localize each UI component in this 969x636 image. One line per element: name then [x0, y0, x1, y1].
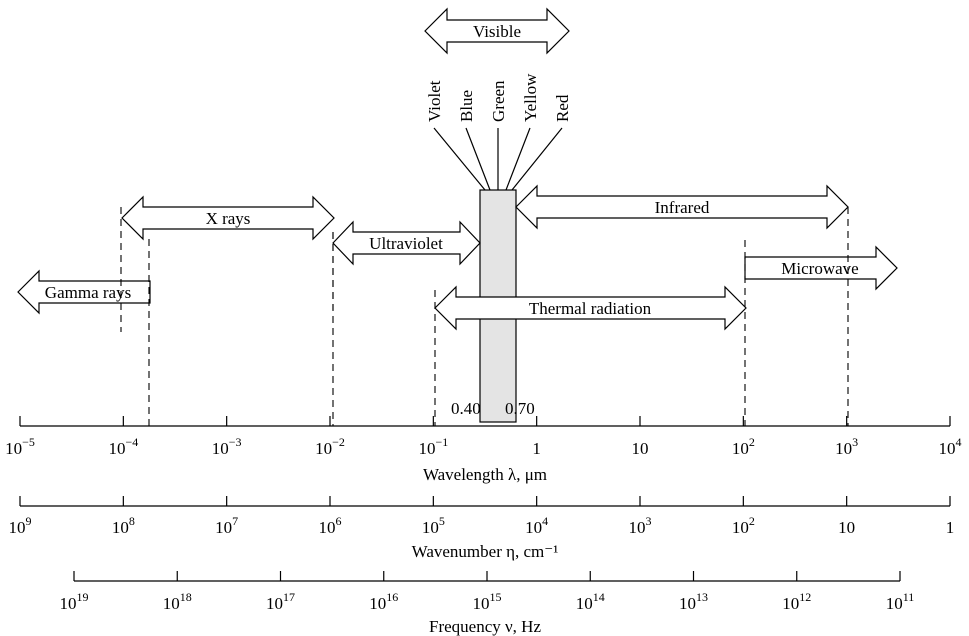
- wavenumber-tick-label: 10: [838, 518, 855, 537]
- color-label-yellow: Yellow: [521, 73, 540, 122]
- wavelength-tick-label: 10: [632, 439, 649, 458]
- frequency-tick-label: 1015: [473, 590, 502, 613]
- color-label-violet: Violet: [425, 80, 444, 122]
- x-rays-double-arrow: [121, 195, 335, 241]
- visible-edge-0-40: 0.40: [451, 399, 481, 418]
- gamma-rays-label: Gamma rays: [45, 283, 131, 302]
- wavenumber-axis-title: Wavenumber η, cm⁻¹: [412, 542, 559, 561]
- wavelength-tick-label: 10−4: [108, 435, 138, 458]
- frequency-tick-label: 1017: [266, 590, 295, 613]
- frequency-tick-label: 1012: [782, 590, 811, 613]
- frequency-axis: 1019 1018 1017 1016 1015 1014 1013 1012 1011: [60, 571, 915, 613]
- wavelength-tick-label: 1: [532, 439, 541, 458]
- frequency-tick-label: 1011: [886, 590, 915, 613]
- wavenumber-tick-label: 108: [112, 514, 135, 537]
- wavenumber-tick-label: 102: [732, 514, 755, 537]
- wavenumber-tick-label: 103: [629, 514, 652, 537]
- frequency-tick-label: 1018: [163, 590, 192, 613]
- infrared-label: Infrared: [655, 198, 710, 217]
- microwave-label: Microwave: [781, 259, 858, 278]
- visible-label: Visible: [473, 22, 521, 41]
- wavelength-axis: 10−5 10−4 10−3 10−2 10−1 1 10 102 103 104: [5, 416, 962, 458]
- gamma-rays-arrow: [17, 269, 151, 315]
- x-rays-label: X rays: [206, 209, 251, 228]
- visible-double-arrow: [424, 7, 570, 55]
- wavelength-axis-title: Wavelength λ, μm: [423, 465, 547, 484]
- wavenumber-tick-label: 107: [215, 514, 238, 537]
- wavelength-tick-label: 103: [835, 435, 858, 458]
- color-label-green: Green: [489, 80, 508, 122]
- wavelength-tick-label: 10−2: [315, 435, 345, 458]
- band-boundary-lines: [120, 207, 849, 426]
- wavelength-tick-label: 10−3: [212, 435, 242, 458]
- wavenumber-tick-label: 1: [946, 518, 955, 537]
- wavenumber-tick-label: 104: [525, 514, 548, 537]
- frequency-tick-label: 1016: [369, 590, 398, 613]
- color-label-blue: Blue: [457, 90, 476, 122]
- wavelength-tick-label: 102: [732, 435, 755, 458]
- frequency-axis-title: Frequency ν, Hz: [429, 617, 541, 636]
- wavenumber-tick-label: 109: [9, 514, 32, 537]
- wavelength-tick-label: 104: [939, 435, 962, 458]
- wavelength-tick-label: 10−1: [418, 435, 448, 458]
- thermal-radiation-label: Thermal radiation: [529, 299, 652, 318]
- wavelength-tick-label: 10−5: [5, 435, 35, 458]
- ultraviolet-label: Ultraviolet: [369, 234, 443, 253]
- frequency-tick-label: 1013: [679, 590, 708, 613]
- wavenumber-tick-label: 105: [422, 514, 445, 537]
- ultraviolet-double-arrow: [332, 220, 481, 266]
- color-label-red: Red: [553, 94, 572, 122]
- wavenumber-tick-label: 106: [319, 514, 342, 537]
- visible-color-fan: [433, 127, 563, 191]
- wavenumber-axis: 109 108 107 106 105 104 103 102 10 1: [9, 496, 955, 537]
- visible-edge-0-70: 0.70: [505, 399, 535, 418]
- frequency-tick-label: 1014: [576, 590, 605, 613]
- frequency-tick-label: 1019: [60, 590, 89, 613]
- thermal-radiation-double-arrow: [434, 285, 747, 331]
- microwave-arrow: [744, 245, 898, 291]
